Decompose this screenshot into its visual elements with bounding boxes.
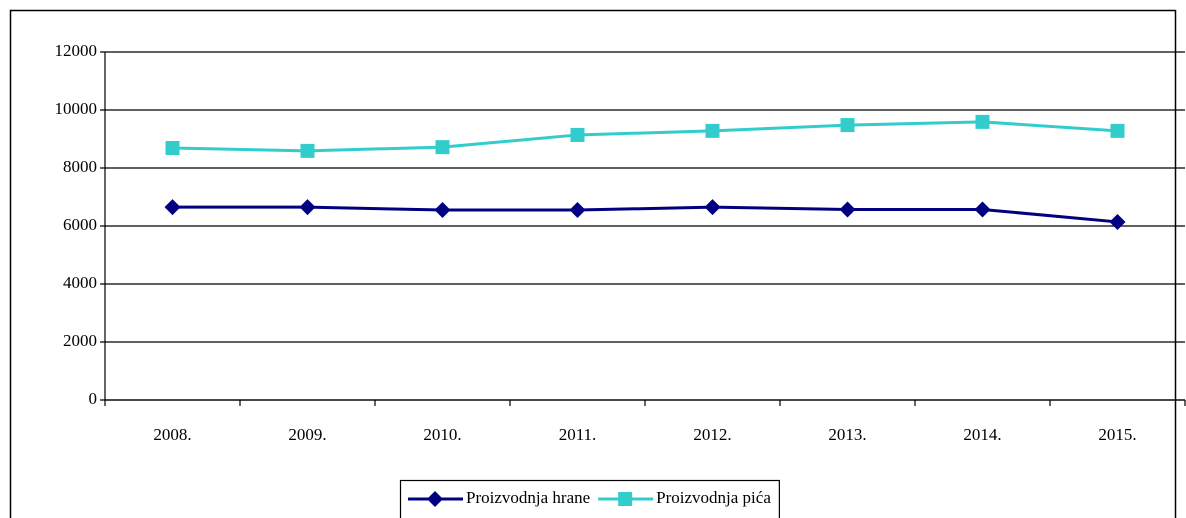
data-point bbox=[570, 127, 585, 142]
series-line bbox=[172, 205, 1118, 224]
x-tick-label: 2010. bbox=[423, 425, 461, 444]
series-line bbox=[172, 120, 1118, 153]
y-tick-label: 0 bbox=[89, 389, 98, 408]
legend: Proizvodnja hrane Proizvodnja pića bbox=[399, 479, 780, 518]
y-tick-label: 10000 bbox=[55, 99, 98, 118]
data-point bbox=[300, 143, 315, 158]
x-tick-label: 2012. bbox=[693, 425, 731, 444]
data-point bbox=[164, 199, 181, 216]
data-point bbox=[705, 123, 720, 138]
data-point bbox=[704, 199, 721, 216]
data-point bbox=[299, 199, 316, 216]
y-tick-label: 8000 bbox=[63, 157, 97, 176]
x-tick-label: 2015. bbox=[1098, 425, 1136, 444]
y-tick-label: 12000 bbox=[55, 41, 98, 60]
data-point bbox=[434, 202, 451, 219]
x-tick-label: 2013. bbox=[828, 425, 866, 444]
data-point bbox=[435, 140, 450, 155]
legend-marker bbox=[618, 492, 633, 506]
x-tick-label: 2014. bbox=[963, 425, 1001, 444]
legend-label: Proizvodnja pića bbox=[656, 488, 771, 507]
data-point bbox=[569, 202, 586, 219]
y-tick-label: 2000 bbox=[63, 331, 97, 350]
data-point bbox=[839, 201, 856, 218]
y-tick-label: 4000 bbox=[63, 273, 97, 292]
x-tick-label: 2009. bbox=[288, 425, 326, 444]
data-point bbox=[1110, 123, 1125, 138]
data-point bbox=[1109, 213, 1126, 230]
x-tick-label: 2011. bbox=[559, 425, 597, 444]
data-point bbox=[840, 118, 855, 133]
data-point bbox=[165, 140, 180, 155]
legend-label: Proizvodnja hrane bbox=[466, 488, 590, 507]
data-point bbox=[975, 114, 990, 129]
y-tick-label: 6000 bbox=[63, 215, 97, 234]
legend-box bbox=[399, 479, 780, 518]
data-point bbox=[974, 201, 991, 218]
legend-marker bbox=[427, 491, 443, 507]
x-tick-label: 2008. bbox=[153, 425, 191, 444]
chart-frame bbox=[9, 9, 1177, 518]
